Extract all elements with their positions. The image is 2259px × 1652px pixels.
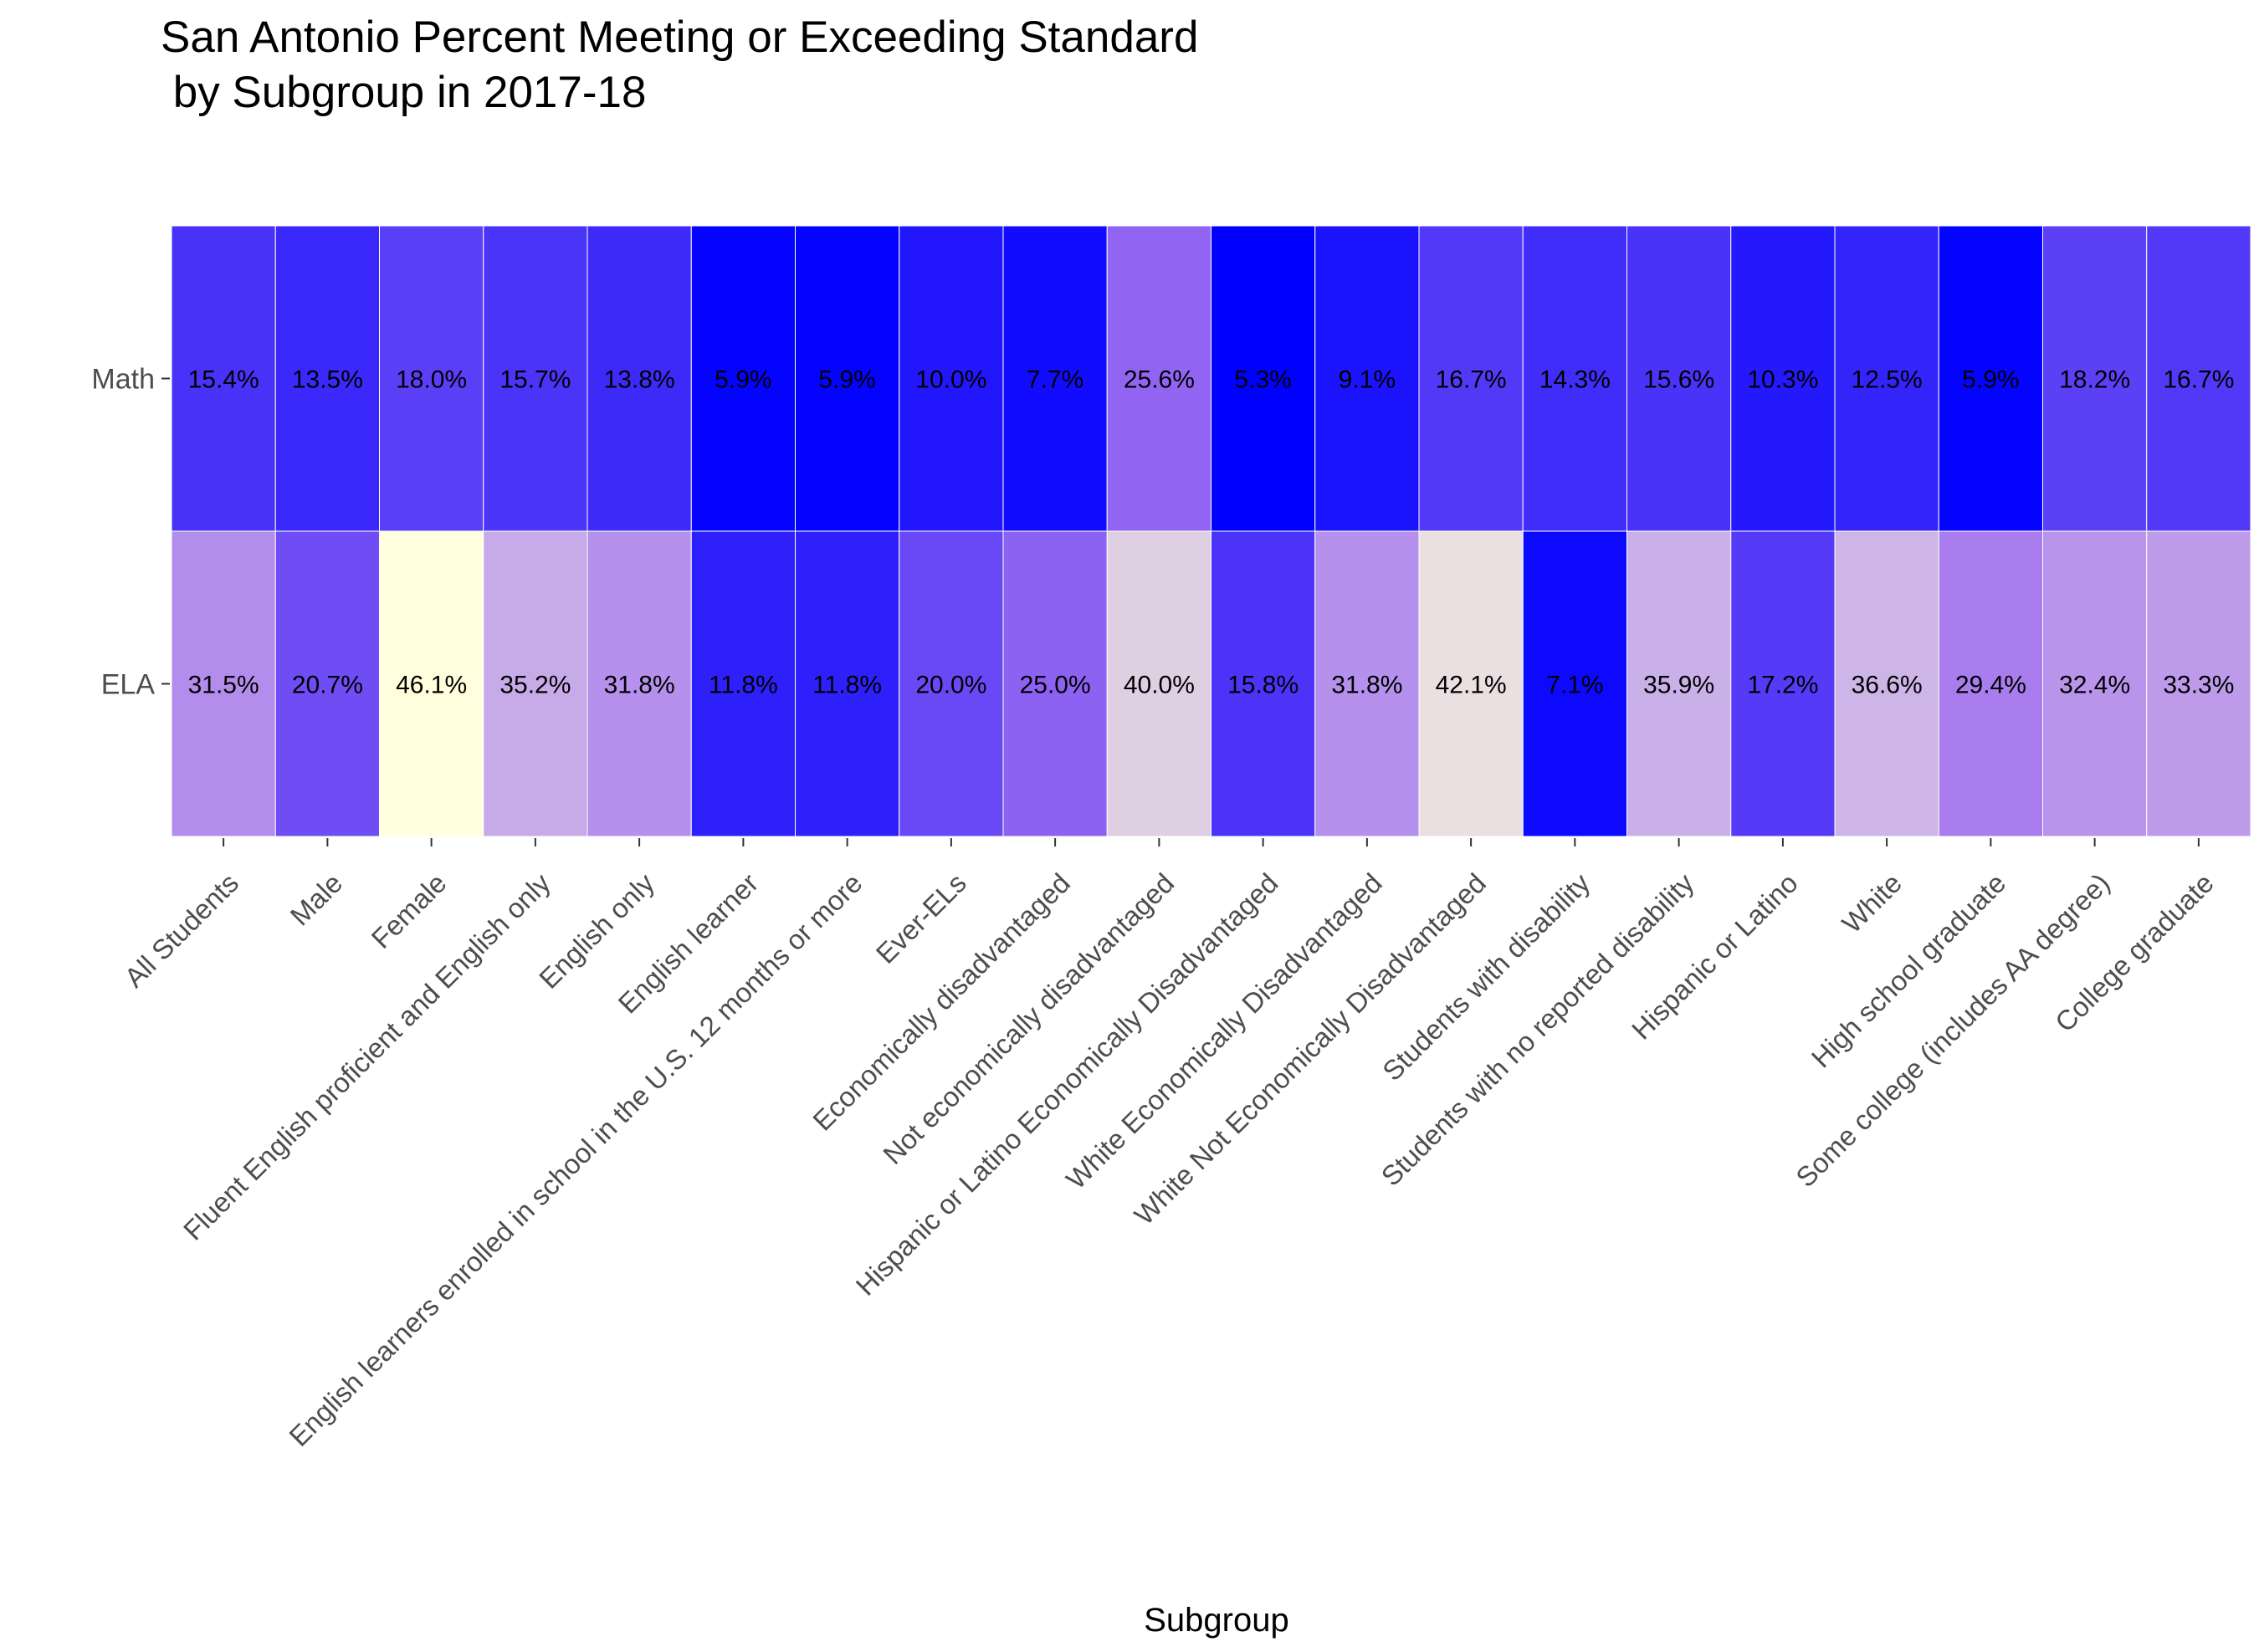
heatmap-cell bbox=[274, 530, 380, 837]
cell-value-label: 15.8% bbox=[1227, 672, 1299, 699]
x-tick-label: All Students bbox=[118, 867, 244, 994]
x-tick-label: Ever-ELs bbox=[870, 867, 972, 969]
cell-value-label: 25.0% bbox=[1020, 672, 1091, 699]
heatmap-cell bbox=[1522, 225, 1627, 532]
x-tick-label: White Not Economically Disadvantaged bbox=[1128, 867, 1492, 1231]
cell-value-label: 32.4% bbox=[2059, 672, 2130, 699]
x-tick-label: Fluent English proficient and English on… bbox=[177, 867, 556, 1245]
heatmap-cell-labels: 15.4% 13.5% 18.0% 15.7% 13.8% 5.9% 5.9% 10.0% 7.… bbox=[188, 366, 2235, 699]
heatmap-cell bbox=[1730, 225, 1836, 532]
heatmap-cell bbox=[1314, 225, 1420, 532]
cell-value-label: 20.7% bbox=[292, 672, 363, 699]
x-axis-title: Subgroup bbox=[1144, 1602, 1288, 1639]
heatmap-cell bbox=[587, 225, 692, 532]
cell-value-label: 13.8% bbox=[604, 366, 675, 394]
cell-value-label: 18.0% bbox=[396, 366, 467, 394]
x-tick-label: Male bbox=[284, 867, 349, 932]
cell-value-label: 35.9% bbox=[1643, 672, 1714, 699]
heatmap-cell bbox=[795, 530, 900, 837]
heatmap-cell bbox=[899, 225, 1004, 532]
y-tick-label-ela: ELA bbox=[101, 669, 156, 701]
cell-value-label: 16.7% bbox=[2163, 366, 2234, 394]
cell-value-label: 31.5% bbox=[188, 672, 259, 699]
heatmap-cell bbox=[1730, 530, 1836, 837]
cell-value-label: 46.1% bbox=[396, 672, 467, 699]
heatmap-cell bbox=[1002, 530, 1108, 837]
cell-value-label: 35.2% bbox=[499, 672, 571, 699]
cell-value-label: 12.5% bbox=[1852, 366, 1923, 394]
cell-value-label: 11.8% bbox=[812, 672, 882, 699]
heatmap-cell bbox=[899, 530, 1004, 837]
heatmap-cell bbox=[1834, 225, 1939, 532]
y-tick-label-math: Math bbox=[91, 364, 155, 396]
heatmap-cell bbox=[171, 225, 276, 532]
cell-value-label: 29.4% bbox=[1955, 672, 2026, 699]
heatmap-cell bbox=[1522, 530, 1627, 837]
heatmap-cell bbox=[1211, 530, 1316, 837]
heatmap-cells bbox=[171, 225, 2251, 837]
heatmap-cell bbox=[2042, 530, 2148, 837]
heatmap-cell bbox=[690, 225, 796, 532]
cell-value-label: 15.4% bbox=[188, 366, 259, 394]
y-axis: Math ELA bbox=[91, 364, 170, 701]
cell-value-label: 31.8% bbox=[1331, 672, 1402, 699]
heatmap-cell bbox=[587, 530, 692, 837]
cell-value-label: 16.7% bbox=[1436, 366, 1507, 394]
cell-value-label: 15.6% bbox=[1643, 366, 1714, 394]
cell-value-label: 10.0% bbox=[915, 366, 986, 394]
cell-value-label: 9.1% bbox=[1339, 366, 1396, 394]
heatmap-cell bbox=[795, 225, 900, 532]
cell-value-label: 5.9% bbox=[818, 366, 875, 394]
cell-value-label: 7.1% bbox=[1546, 672, 1603, 699]
heatmap-cell bbox=[379, 225, 484, 532]
chart-title-line-2: by Subgroup in 2017-18 bbox=[161, 68, 647, 117]
cell-value-label: 7.7% bbox=[1027, 366, 1083, 394]
cell-value-label: 10.3% bbox=[1747, 366, 1818, 394]
heatmap-cell bbox=[1834, 530, 1939, 837]
x-tick-label: White bbox=[1836, 867, 1908, 939]
heatmap-cell bbox=[2042, 225, 2148, 532]
cell-value-label: 5.9% bbox=[715, 366, 771, 394]
heatmap-cell bbox=[1418, 225, 1524, 532]
cell-value-label: 13.5% bbox=[292, 366, 363, 394]
cell-value-label: 25.6% bbox=[1124, 366, 1195, 394]
heatmap-cell bbox=[1938, 225, 2043, 532]
chart-title-line-1: San Antonio Percent Meeting or Exceeding… bbox=[161, 13, 1198, 62]
cell-value-label: 33.3% bbox=[2163, 672, 2234, 699]
cell-value-label: 15.7% bbox=[499, 366, 571, 394]
cell-value-label: 42.1% bbox=[1436, 672, 1507, 699]
cell-value-label: 40.0% bbox=[1124, 672, 1195, 699]
heatmap-cell bbox=[690, 530, 796, 837]
heatmap-cell bbox=[1106, 225, 1211, 532]
heatmap-cell bbox=[1626, 225, 1732, 532]
heatmap-cell bbox=[379, 530, 484, 837]
cell-value-label: 36.6% bbox=[1852, 672, 1923, 699]
heatmap-cell bbox=[171, 530, 276, 837]
cell-value-label: 14.3% bbox=[1539, 366, 1611, 394]
x-tick-label: Female bbox=[366, 867, 453, 954]
cell-value-label: 11.8% bbox=[709, 672, 778, 699]
heatmap-cell bbox=[1938, 530, 2043, 837]
heatmap-cell bbox=[483, 225, 588, 532]
cell-value-label: 5.3% bbox=[1234, 366, 1291, 394]
cell-value-label: 17.2% bbox=[1747, 672, 1818, 699]
cell-value-label: 20.0% bbox=[915, 672, 986, 699]
heatmap-cell bbox=[2146, 225, 2251, 532]
heatmap-cell bbox=[2146, 530, 2251, 837]
heatmap-cell bbox=[274, 225, 380, 532]
x-tick-label: Students with disability bbox=[1376, 867, 1596, 1087]
cell-value-label: 5.9% bbox=[1962, 366, 2019, 394]
x-tick-label: High school graduate bbox=[1806, 867, 2012, 1074]
cell-value-label: 18.2% bbox=[2059, 366, 2130, 394]
cell-value-label: 31.8% bbox=[604, 672, 675, 699]
heatmap-cell bbox=[1626, 530, 1732, 837]
